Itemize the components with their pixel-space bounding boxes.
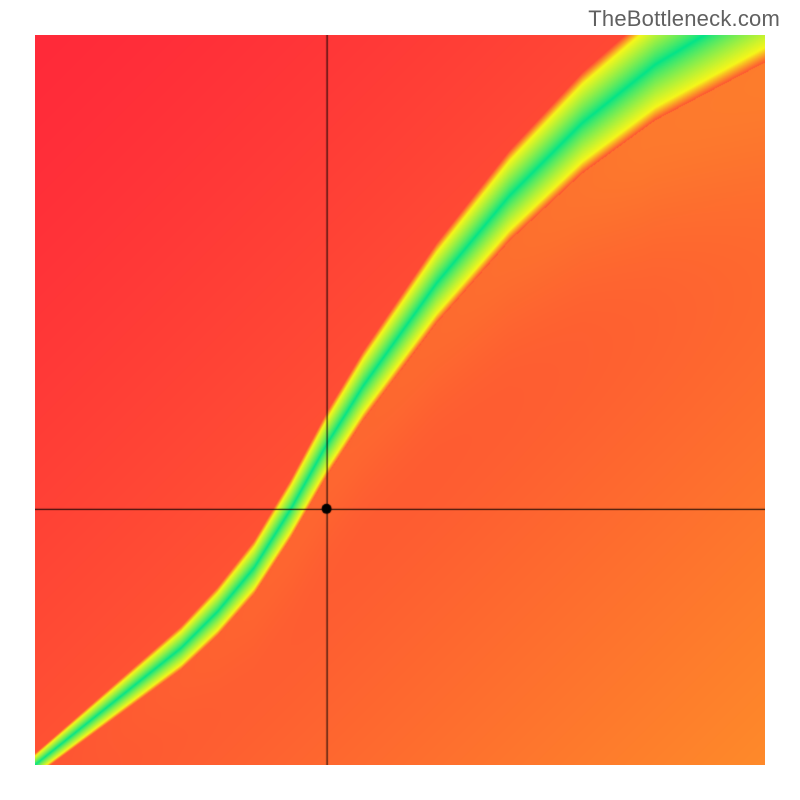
chart-container: TheBottleneck.com <box>0 0 800 800</box>
bottleneck-heatmap <box>35 35 765 765</box>
watermark-text: TheBottleneck.com <box>588 6 780 32</box>
